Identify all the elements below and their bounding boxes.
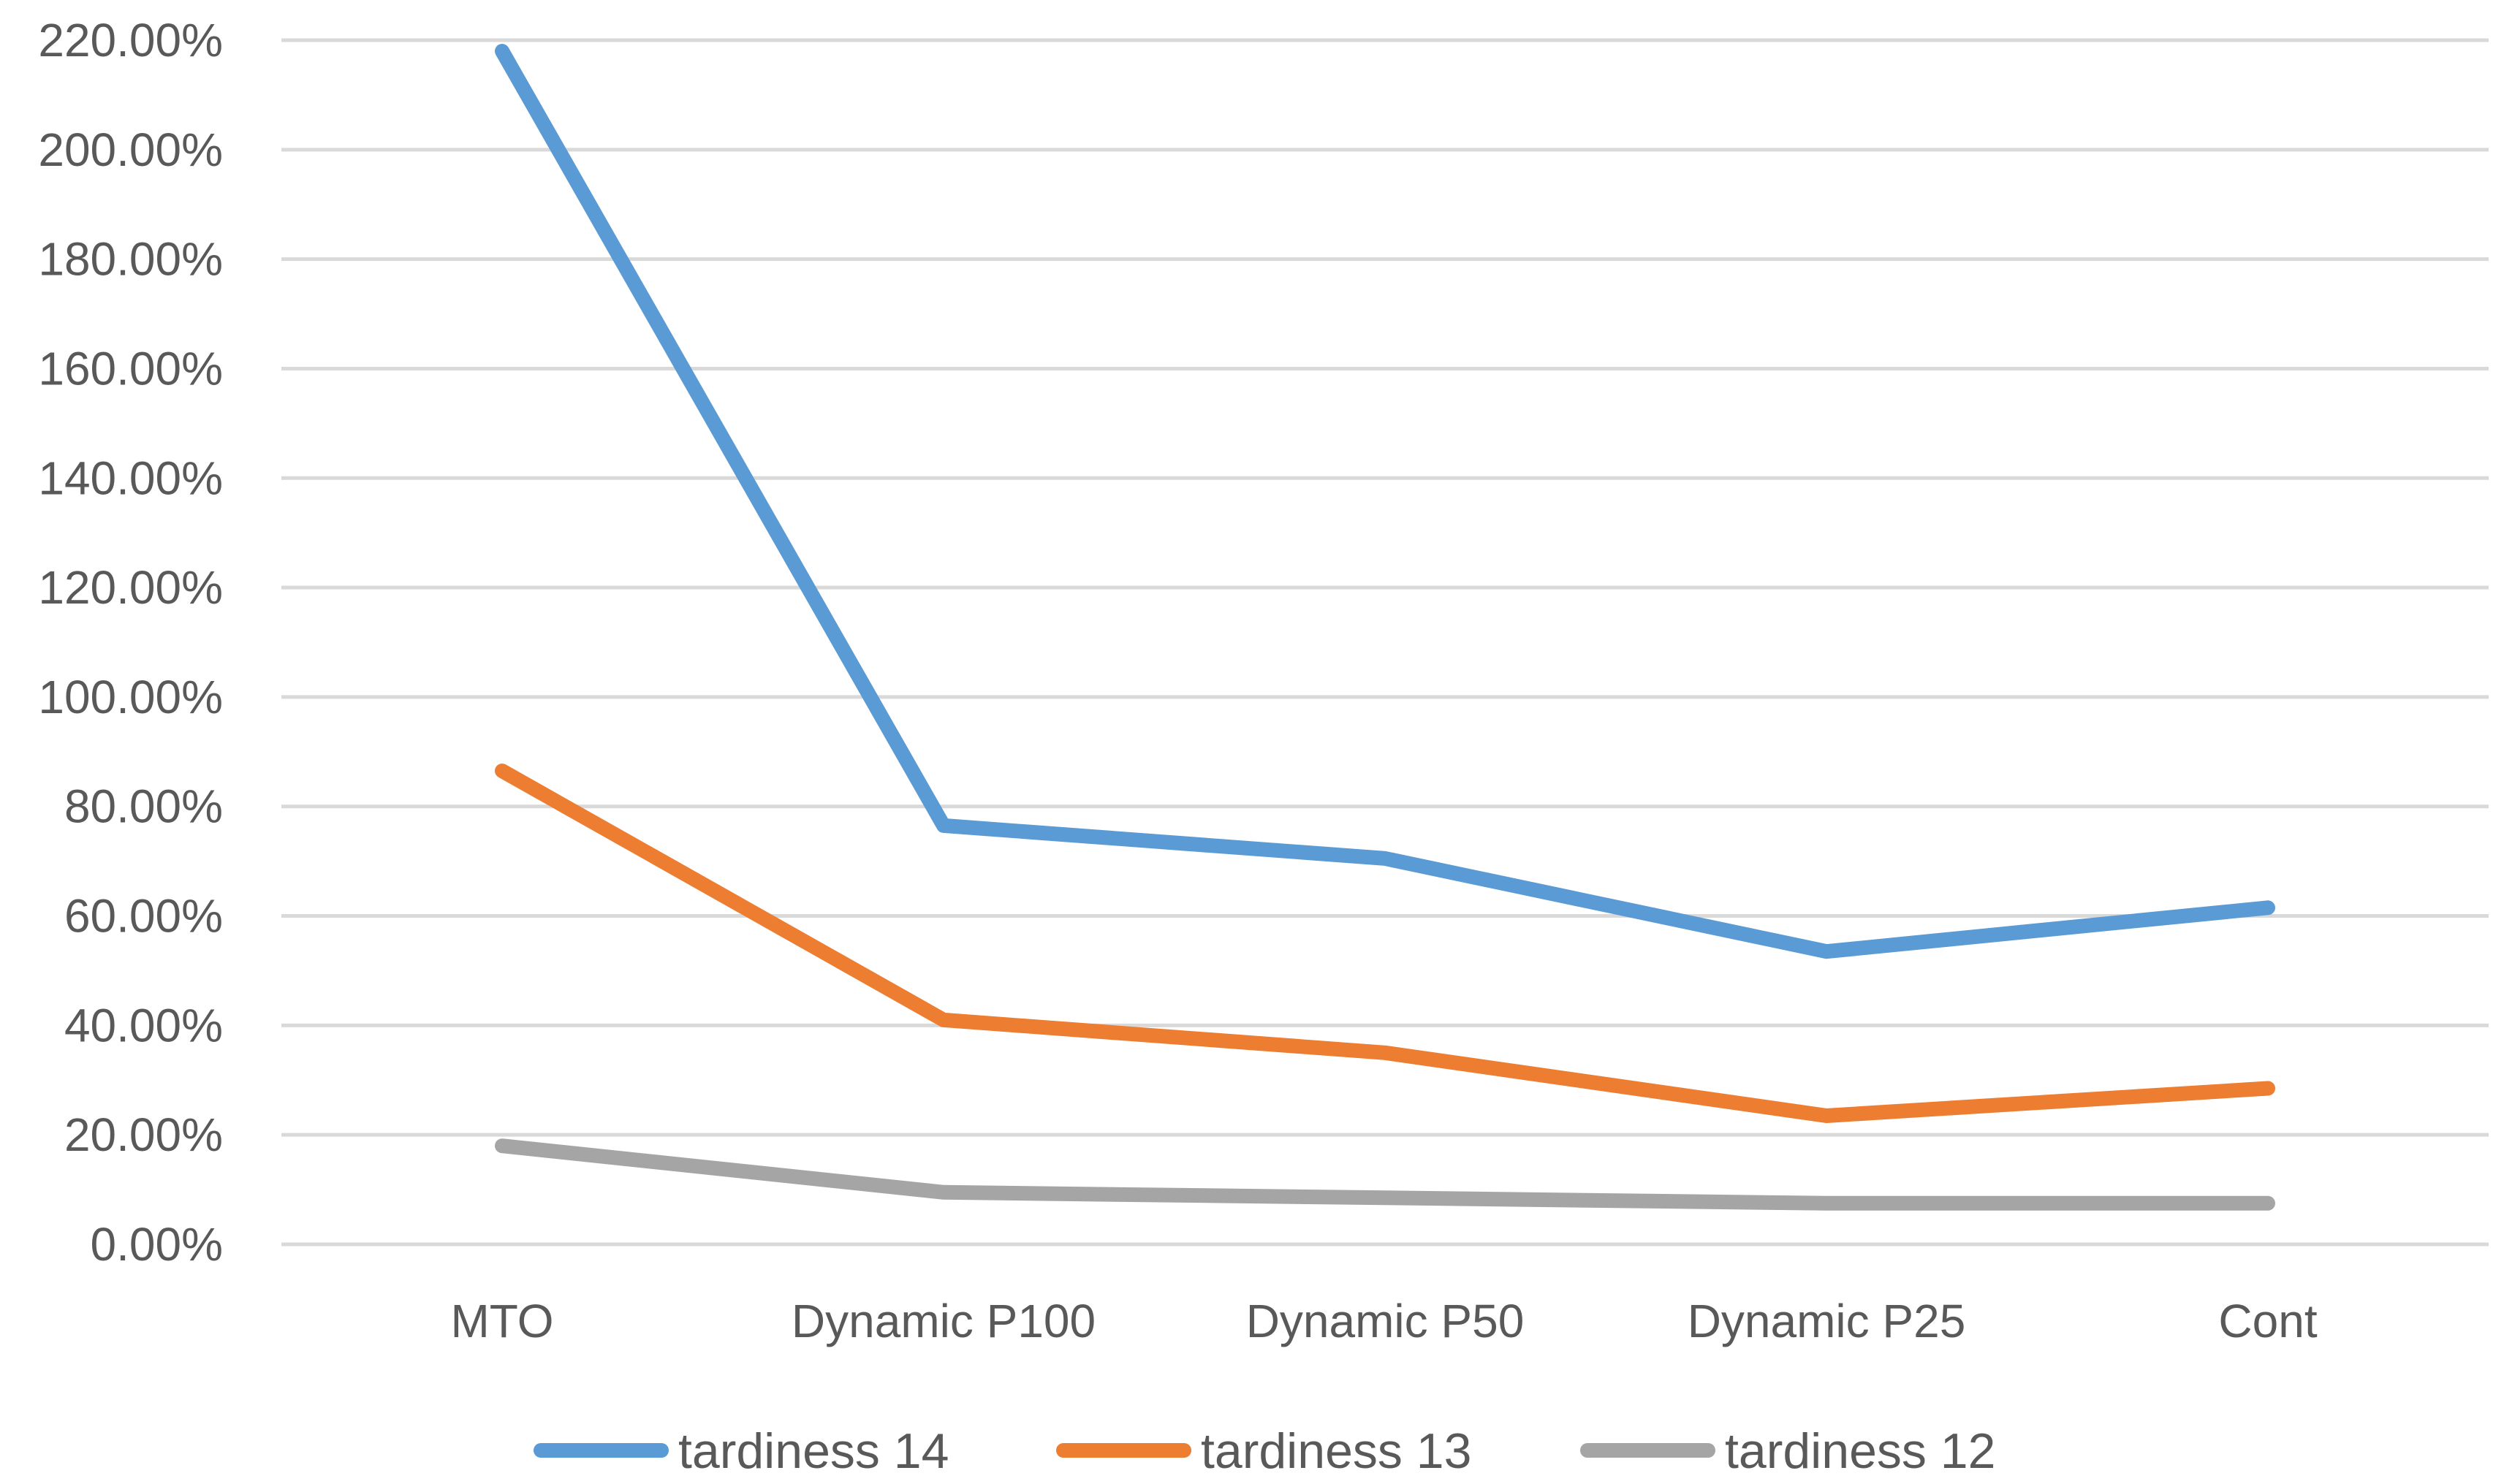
x-tick-label: MTO <box>450 1295 553 1347</box>
y-tick-label: 0.00% <box>91 1218 223 1271</box>
x-tick-label: Dynamic P50 <box>1246 1295 1525 1347</box>
y-tick-label: 60.00% <box>64 890 223 943</box>
y-tick-label: 20.00% <box>64 1108 223 1161</box>
y-tick-label: 200.00% <box>38 123 223 176</box>
y-tick-label: 160.00% <box>38 342 223 395</box>
y-axis-tick-labels: 0.00% 20.00% 40.00% 60.00% 80.00% 100.00% 120.… <box>38 14 223 1271</box>
y-tick-label: 220.00% <box>38 14 223 66</box>
x-tick-label: Dynamic P100 <box>792 1295 1096 1347</box>
x-tick-label: Dynamic P25 <box>1688 1295 1966 1347</box>
y-tick-label: 80.00% <box>64 780 223 833</box>
y-tick-label: 180.00% <box>38 233 223 286</box>
x-axis-tick-labels: MTO Dynamic P100 Dynamic P50 Dynamic P25 Con… <box>450 1295 2317 1347</box>
gridlines <box>281 38 2489 1247</box>
legend-label: tardiness 13 <box>1201 1423 1471 1479</box>
y-tick-label: 100.00% <box>38 671 223 723</box>
legend-label: tardiness 14 <box>678 1423 949 1479</box>
x-tick-label: Cont <box>2218 1295 2317 1347</box>
series-line-tardiness-12 <box>495 1138 2275 1211</box>
y-tick-label: 40.00% <box>64 999 223 1051</box>
legend: tardiness 14 tardiness 13 tardiness 12 <box>534 1423 1995 1479</box>
series-lines <box>495 44 2275 1211</box>
series-line-tardiness-13 <box>495 764 2275 1123</box>
y-tick-label: 140.00% <box>38 452 223 504</box>
series-line-tardiness-14 <box>495 44 2275 959</box>
y-tick-label: 120.00% <box>38 561 223 614</box>
legend-label: tardiness 12 <box>1725 1423 1995 1479</box>
